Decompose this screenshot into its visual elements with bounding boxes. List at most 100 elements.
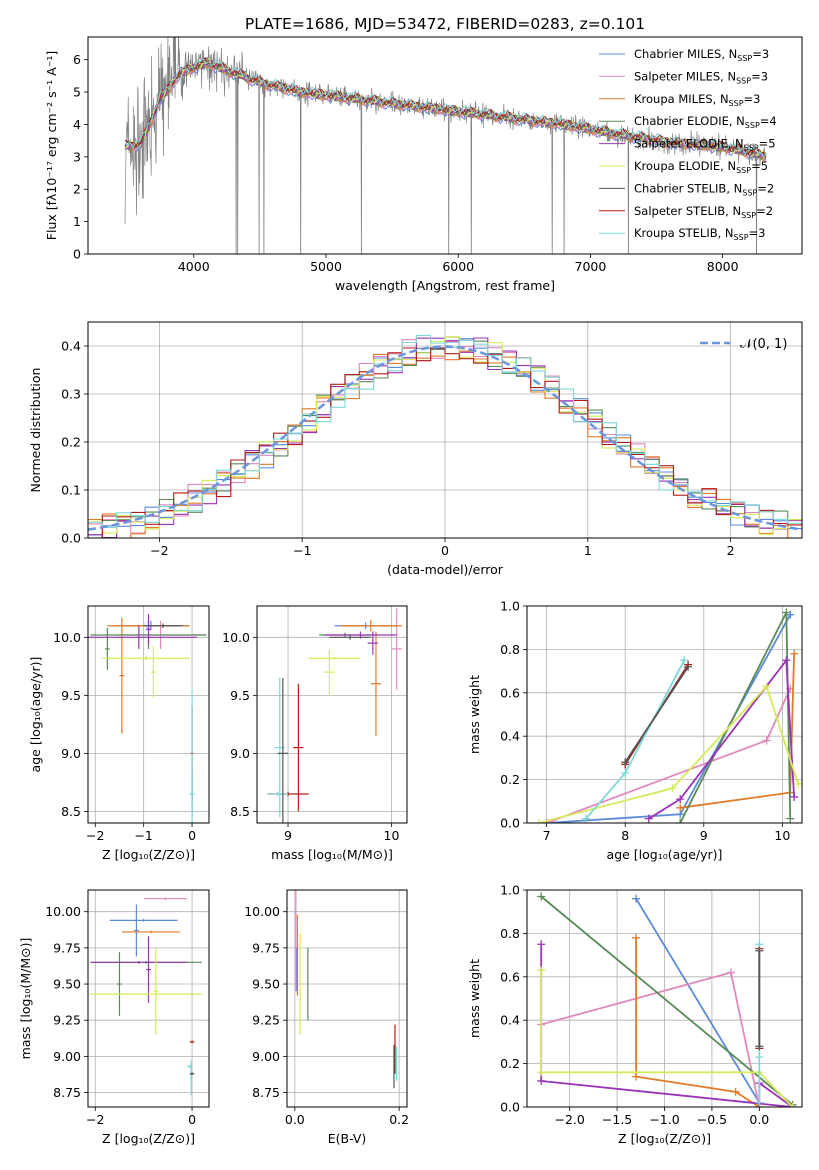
weight-line bbox=[546, 614, 791, 823]
x-tick-label: 0.2 bbox=[389, 1112, 409, 1127]
weight-marker bbox=[632, 1072, 641, 1081]
x-tick-label: 0 bbox=[188, 828, 196, 843]
weight-marker bbox=[755, 1042, 764, 1051]
weight-line bbox=[546, 688, 792, 823]
y-tick-label: 0.2 bbox=[500, 772, 520, 787]
x-axis-label: Z [log₁₀(Z/Z⊙)] bbox=[102, 847, 195, 862]
weight-marker bbox=[537, 1076, 546, 1085]
x-tick-label: 0 bbox=[441, 543, 449, 558]
x-tick-label: 0 bbox=[188, 1112, 196, 1127]
y-tick-label: 9.5 bbox=[230, 688, 250, 703]
weight-marker bbox=[786, 814, 795, 823]
x-tick-label: −2 bbox=[150, 543, 168, 558]
axes-frame bbox=[87, 889, 210, 1108]
y-tick-label: 9.25 bbox=[53, 1013, 81, 1028]
weight-marker bbox=[782, 656, 791, 665]
y-tick-label: 0.2 bbox=[500, 1056, 520, 1071]
y-tick-label: 1.0 bbox=[500, 883, 520, 898]
legend-label: Kroupa STELIB, NSSP=3 bbox=[634, 226, 765, 242]
weight-marker bbox=[537, 1068, 546, 1077]
spectrum-plot-area bbox=[124, 37, 767, 254]
weight-marker bbox=[621, 758, 630, 767]
x-axis-label: Z [log₁₀(Z/Z⊙)] bbox=[102, 1131, 195, 1146]
legend-subscript: SSP bbox=[737, 54, 752, 63]
weight-marker bbox=[684, 662, 693, 671]
weight-vs-metallicity-panel-plot-area bbox=[537, 892, 797, 1107]
legend-label: Salpeter MILES, NSSP=3 bbox=[634, 69, 768, 85]
x-tick-label: −2 bbox=[86, 828, 104, 843]
x-tick-label: 1 bbox=[584, 543, 592, 558]
model-spectrum-line bbox=[125, 62, 767, 163]
x-tick-label: 6000 bbox=[442, 259, 474, 274]
x-tick-label: 8000 bbox=[707, 259, 739, 274]
y-tick-label: 9.75 bbox=[252, 940, 280, 955]
weight-vs-age-panel: 7 8 9 10 0.0 0.2 0.4 0.6 0.8 1.0 age [log₁₀(age/yr… bbox=[467, 599, 803, 862]
weight-marker bbox=[788, 1103, 797, 1107]
y-axis-label: age [log₁₀(age/yr)] bbox=[28, 657, 43, 773]
mass-vs-metallicity-panel-plot-area bbox=[90, 897, 202, 1096]
weight-marker bbox=[731, 1087, 740, 1096]
y-axis-label: mass weight bbox=[467, 959, 482, 1038]
weight-marker bbox=[537, 892, 546, 901]
legend-suffix: =2 bbox=[757, 181, 774, 195]
legend-text: Kroupa MILES, N bbox=[634, 92, 729, 106]
axes-frame bbox=[256, 605, 408, 824]
axes-frame bbox=[286, 889, 408, 1108]
weight-marker bbox=[762, 682, 771, 691]
y-tick-label: 8.75 bbox=[53, 1085, 81, 1100]
y-tick-label: 0.4 bbox=[500, 1013, 520, 1028]
weight-vs-metallicity-panel: −2.0 −1.5 −1.0 −0.5 0.0 0.0 0.2 0.4 0.6 0.8 1.0 Z [… bbox=[467, 883, 803, 1146]
legend-text: Chabrier ELODIE, N bbox=[634, 114, 745, 128]
x-tick-label: 9 bbox=[284, 828, 292, 843]
y-axis-label: mass weight bbox=[467, 675, 482, 754]
age-vs-metallicity-panel: −2 −1 0 8.5 9.0 9.5 10.0 Z [log₁₀(Z/Z⊙)] age [lo… bbox=[28, 605, 210, 862]
y-tick-label: 0.8 bbox=[500, 642, 520, 657]
legend-subscript: SSP bbox=[741, 211, 756, 220]
legend-label: Salpeter ELODIE, NSSP=5 bbox=[634, 137, 776, 153]
y-axis-label: mass [log₁₀(M/M⊙)] bbox=[18, 938, 33, 1060]
legend-label: 𝒩(0, 1) bbox=[740, 337, 787, 352]
y-tick-label: 0.0 bbox=[500, 816, 520, 831]
weight-marker bbox=[621, 769, 630, 778]
axes-frame bbox=[87, 605, 210, 824]
y-tick-label: 10.0 bbox=[222, 630, 250, 645]
weight-marker bbox=[726, 968, 735, 977]
legend-text: Kroupa ELODIE, N bbox=[634, 159, 736, 173]
weight-line bbox=[648, 657, 795, 820]
weight-line bbox=[585, 659, 685, 820]
x-tick-label: −0.5 bbox=[697, 1112, 727, 1127]
y-tick-label: 9.5 bbox=[61, 688, 81, 703]
weight-marker bbox=[782, 608, 791, 617]
legend-suffix: =2 bbox=[756, 204, 773, 218]
y-tick-label: 9.50 bbox=[53, 977, 81, 992]
axes-frame bbox=[526, 605, 803, 824]
legend-text: Salpeter STELIB, N bbox=[634, 204, 741, 218]
y-tick-label: 0.2 bbox=[61, 435, 81, 450]
x-tick-label: 5000 bbox=[310, 259, 342, 274]
x-tick-label: −1 bbox=[293, 543, 311, 558]
residual-histogram bbox=[88, 350, 802, 538]
legend-subscript: SSP bbox=[742, 188, 757, 197]
weight-line bbox=[540, 970, 794, 1107]
y-axis-label: Normed distribution bbox=[28, 368, 43, 493]
legend-label: Salpeter STELIB, NSSP=2 bbox=[634, 204, 773, 220]
mass-vs-metallicity-panel: −2 0 8.75 9.00 9.25 9.50 9.75 10.00 Z [log₁₀(Z/Z… bbox=[18, 889, 210, 1146]
weight-marker bbox=[680, 656, 689, 665]
y-tick-label: 0.6 bbox=[500, 685, 520, 700]
x-tick-label: −1.5 bbox=[602, 1112, 632, 1127]
weight-line bbox=[540, 895, 794, 1106]
weight-marker bbox=[755, 1098, 764, 1107]
weight-marker bbox=[537, 966, 546, 975]
spectrum-panel: 4000 5000 6000 7000 8000 0 1 2 3 4 5 6 wavelength [A… bbox=[44, 36, 803, 293]
legend-suffix: =3 bbox=[752, 47, 769, 61]
weight-marker bbox=[537, 940, 546, 949]
weight-marker bbox=[762, 736, 771, 745]
x-tick-label: −2 bbox=[86, 1112, 104, 1127]
residuals-plot-area bbox=[88, 334, 802, 538]
x-tick-label: −2.0 bbox=[554, 1112, 584, 1127]
legend-text: Chabrier STELIB, N bbox=[634, 181, 742, 195]
x-axis-label: mass [log₁₀(M/M⊙)] bbox=[271, 847, 393, 862]
x-tick-label: 8 bbox=[621, 828, 629, 843]
weight-line bbox=[635, 937, 760, 1107]
legend-subscript: SSP bbox=[744, 144, 759, 153]
